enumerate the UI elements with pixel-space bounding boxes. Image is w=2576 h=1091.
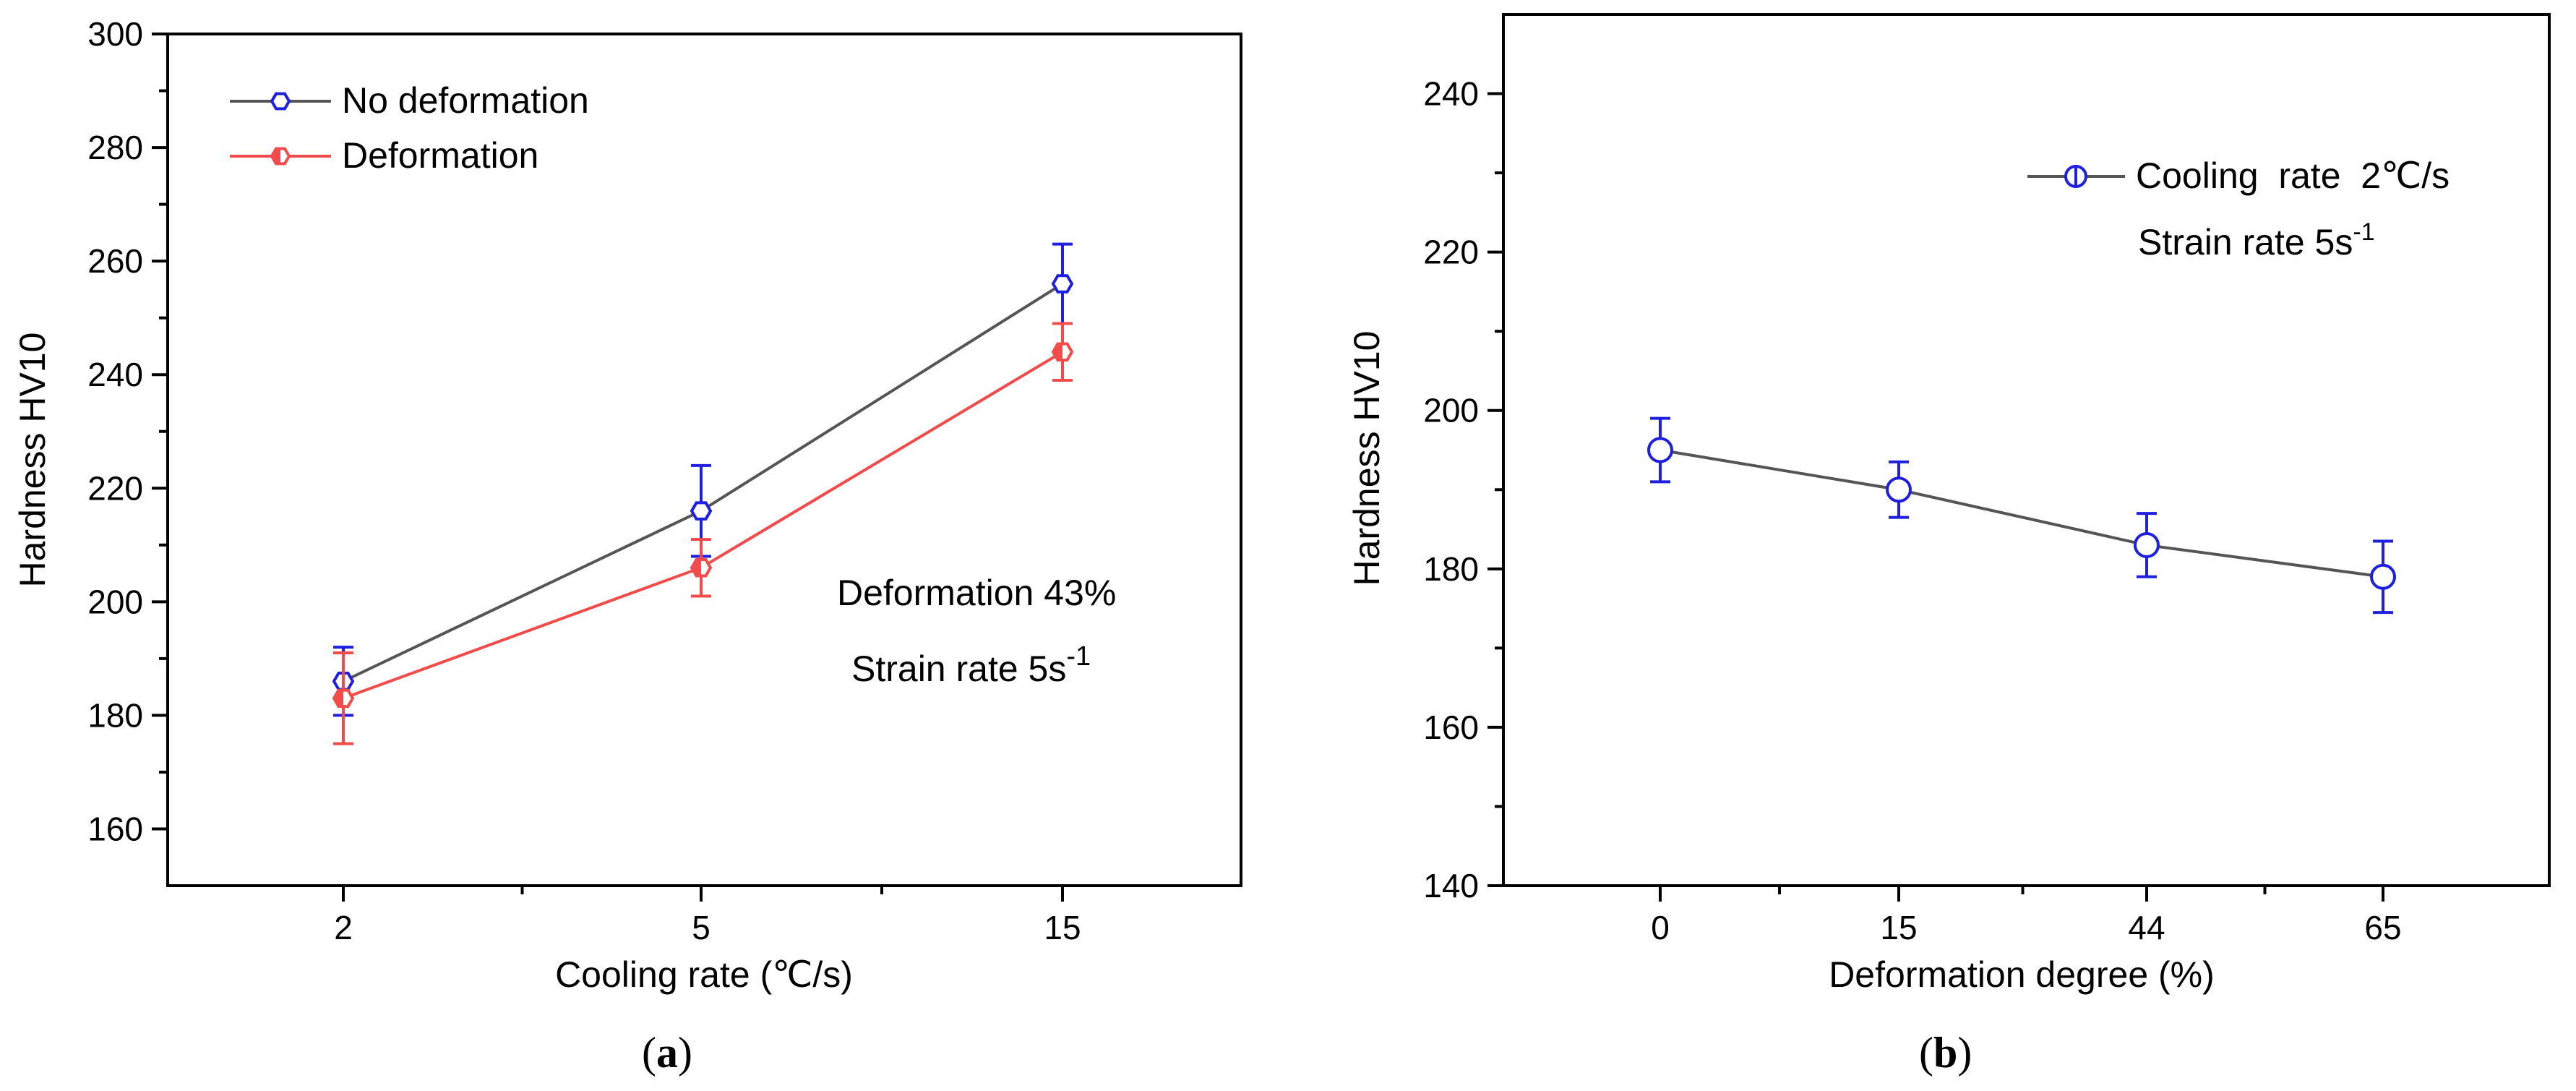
data-point [690, 501, 713, 521]
panel-b-y-axis: 140 160 180 200 220 240 [1423, 75, 1503, 904]
panel-b-paren-open: ( [1919, 1029, 1933, 1077]
y-tick-label: 240 [1423, 75, 1479, 113]
strain-rate-sup: -1 [1066, 641, 1091, 672]
series-line [343, 282, 1064, 683]
legend-label-no-deformation: No deformation [342, 80, 589, 121]
panel-a: 160 180 200 220 240 260 280 300 2 5 15 Hardness H… [12, 15, 1242, 1077]
strain-rate-text: Strain rate 5s [851, 649, 1066, 689]
x-tick-label: 15 [1880, 909, 1917, 946]
x-tick-label: 65 [2364, 909, 2401, 946]
x-tick-label: 5 [692, 909, 710, 946]
data-point-fill [334, 690, 343, 707]
panel-a-x-axis-title: Cooling rate (℃/s) [555, 954, 853, 995]
panel-a-y-axis: 160 180 200 220 240 260 280 300 [87, 15, 168, 847]
data-point [1051, 274, 1074, 294]
y-tick-label: 160 [1423, 709, 1479, 746]
panel-a-paren-close: ) [678, 1029, 692, 1077]
panel-a-annotation-deformation: Deformation 43% [837, 573, 1116, 613]
x-tick-label: 2 [334, 909, 353, 946]
data-point-fill [692, 559, 701, 576]
panel-b-y-axis-title: Hardness HV10 [1347, 331, 1387, 586]
legend-label-deformation: Deformation [342, 135, 538, 176]
x-tick-label: 44 [2128, 909, 2165, 946]
panel-a-paren-open: ( [642, 1029, 656, 1077]
y-tick-label: 260 [87, 242, 143, 280]
b-strain-rate-sup: -1 [2353, 218, 2374, 246]
panel-b-legend: Cooling rate 2℃/s [2027, 155, 2450, 196]
panel-b-letter: b [1933, 1029, 1957, 1077]
y-tick-label: 200 [87, 583, 143, 620]
series-line [1660, 448, 2384, 578]
b-strain-rate-text: Strain rate 5s [2138, 222, 2353, 262]
legend-marker-no-deformation [270, 92, 291, 111]
panel-b-series [1647, 416, 2396, 615]
panel-b: 140 160 180 200 220 240 0 15 44 65 Hardness HV10… [1347, 13, 2551, 1077]
y-tick-label: 220 [1423, 234, 1479, 271]
panel-a-y-axis-title: Hardness HV10 [12, 333, 53, 588]
panel-a-annotation-strain-rate: Strain rate 5s-1 [851, 641, 1091, 689]
panel-b-paren-close: ) [1957, 1029, 1972, 1077]
panel-b-x-axis: 0 15 44 65 [1651, 886, 2402, 946]
y-tick-label: 280 [87, 129, 143, 166]
data-point-fill [1053, 343, 1062, 361]
y-tick-label: 160 [87, 810, 143, 847]
y-tick-label: 220 [87, 469, 143, 507]
panel-b-annotation-strain-rate: Strain rate 5s-1 [2138, 218, 2375, 262]
panel-b-x-axis-title: Deformation degree (%) [1829, 954, 2215, 995]
panel-a-letter: a [656, 1029, 678, 1077]
y-tick-label: 140 [1423, 867, 1479, 904]
panel-a-legend: No deformation Deformation [230, 80, 589, 176]
series-line [343, 351, 1064, 700]
data-point [1647, 437, 1673, 463]
panel-a-frame [166, 33, 1242, 887]
y-tick-label: 240 [87, 356, 143, 393]
y-tick-label: 300 [87, 15, 143, 53]
y-tick-label: 180 [1423, 550, 1479, 588]
data-point [1886, 476, 1912, 503]
x-tick-label: 15 [1044, 909, 1081, 946]
data-point [2134, 531, 2160, 558]
panel-a-x-axis: 2 5 15 [334, 886, 1081, 946]
legend-label-cooling-rate: Cooling rate 2℃/s [2136, 155, 2450, 196]
y-tick-label: 200 [1423, 392, 1479, 429]
legend-marker-deformation-fill [272, 148, 280, 164]
x-tick-label: 0 [1651, 909, 1670, 946]
panel-b-frame [1502, 13, 2551, 887]
y-tick-label: 180 [87, 696, 143, 734]
data-point [2370, 563, 2396, 590]
panel-b-label: (b) [1919, 1029, 1972, 1077]
panel-a-label: (a) [642, 1029, 692, 1077]
panel-a-series [332, 242, 1074, 745]
